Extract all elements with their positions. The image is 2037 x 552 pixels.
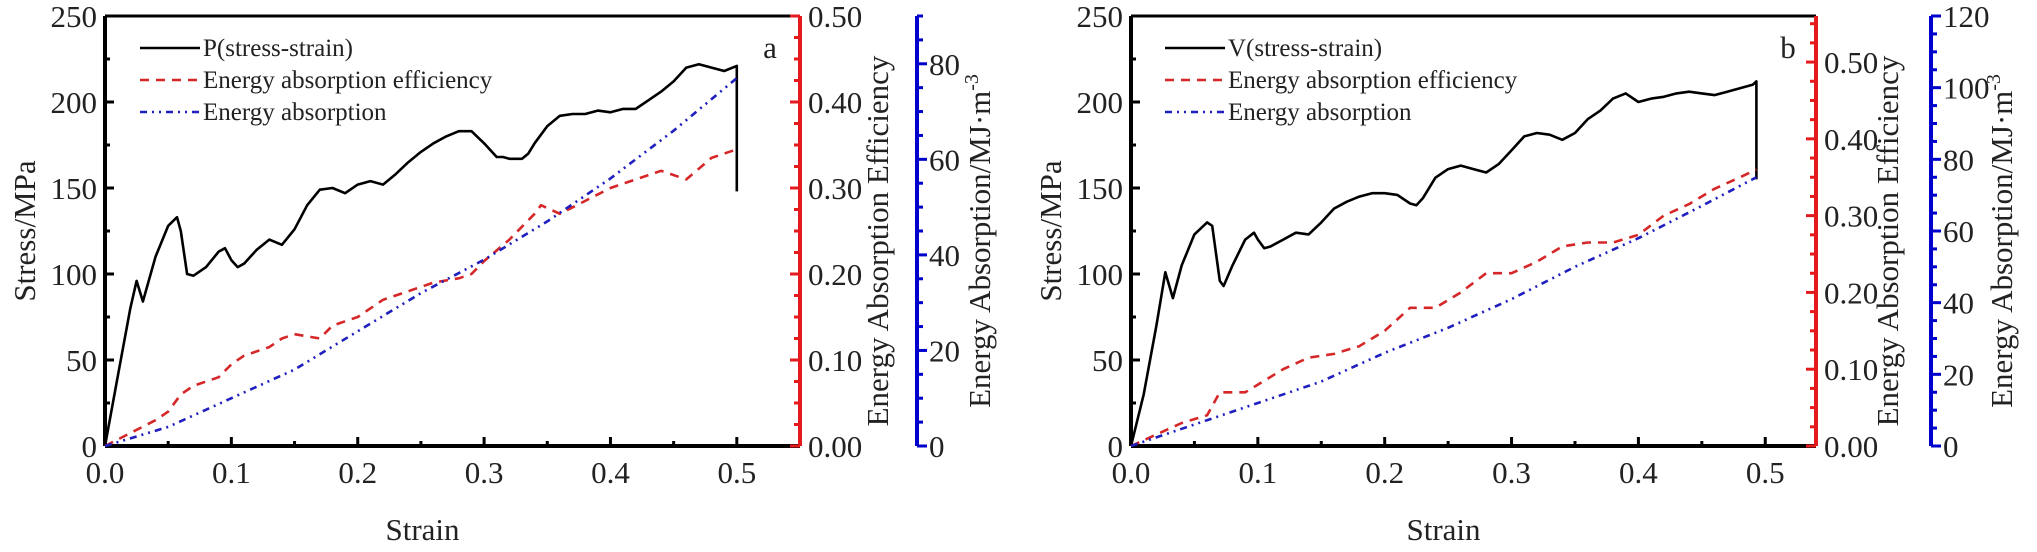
x-axis-title: Strain <box>385 512 460 547</box>
y-tick-label: 200 <box>1077 85 1124 120</box>
y-tick-label: 100 <box>1077 257 1124 292</box>
y-tick-label: 0 <box>1108 429 1124 464</box>
x-tick-label: 0.4 <box>591 455 630 490</box>
y3-axis-title: Energy Absorption/MJ·m-3 <box>961 74 997 408</box>
y3-tick-label: 60 <box>929 142 960 177</box>
y2-axis-title: Energy Absorption Efficiency <box>860 55 895 426</box>
y-tick-label: 250 <box>1077 0 1124 34</box>
y-axis-title: Stress/MPa <box>7 160 42 301</box>
x-tick-label: 0.2 <box>1365 455 1404 490</box>
x-tick-label: 0.3 <box>465 455 504 490</box>
x-tick-label: 0.5 <box>1746 455 1785 490</box>
y-tick-label: 150 <box>51 171 98 206</box>
legend: V(stress-strain) Energy absorption effici… <box>1165 35 1518 126</box>
y3-axis-title-superscript: -3 <box>961 74 983 91</box>
legend-label: Energy absorption <box>203 99 387 126</box>
x-tick-label: 0.1 <box>212 455 251 490</box>
legend: P(stress-strain) Energy absorption effici… <box>140 35 493 126</box>
y2-tick-label: 0.30 <box>1824 199 1878 234</box>
y-tick-label: 50 <box>1092 343 1123 378</box>
panel-label: a <box>763 30 777 65</box>
y2-tick-label: 0.40 <box>808 85 862 120</box>
x-tick-label: 0.3 <box>1492 455 1531 490</box>
y3-tick-label: 0 <box>1943 429 1959 464</box>
x-tick-label: 0.2 <box>338 455 377 490</box>
y2-tick-label: 0.50 <box>808 0 862 34</box>
chart-panel-b: 0.0 0.1 0.2 0.3 0.4 0.50501001502002500.000.1… <box>1033 0 2019 547</box>
y-tick-label: 100 <box>51 257 98 292</box>
x-tick-label: 0.0 <box>1112 455 1151 490</box>
y-tick-label: 50 <box>66 343 97 378</box>
y-axis-title: Stress/MPa <box>1033 160 1068 301</box>
y3-tick-label: 20 <box>1943 357 1974 392</box>
y3-axis-title: Energy Absorption/MJ·m-3 <box>1983 74 2019 408</box>
y3-tick-label: 100 <box>1943 71 1990 106</box>
y3-tick-label: 20 <box>929 333 960 368</box>
y-tick-label: 250 <box>51 0 98 34</box>
y2-tick-label: 0.00 <box>1824 429 1878 464</box>
energy-absorption-line <box>104 77 738 448</box>
y3-tick-label: 60 <box>1943 214 1974 249</box>
legend-label: P(stress-strain) <box>203 35 353 62</box>
x-tick-label: 0.1 <box>1238 455 1277 490</box>
y3-axis-title-superscript: -3 <box>1983 74 2005 91</box>
legend-label: V(stress-strain) <box>1228 35 1382 62</box>
y3-tick-label: 40 <box>929 238 960 273</box>
legend-label: Energy absorption efficiency <box>1228 67 1518 94</box>
y2-tick-label: 0.20 <box>1824 275 1878 310</box>
y2-axis-title: Energy Absorption Efficiency <box>1870 55 1905 426</box>
y2-tick-label: 0.10 <box>1824 352 1878 387</box>
energy-absorption-line <box>1130 176 1758 448</box>
x-tick-label: 0.4 <box>1619 455 1658 490</box>
y-tick-label: 0 <box>82 429 98 464</box>
x-tick-label: 0.5 <box>717 455 756 490</box>
stress-strain-line <box>1129 80 1758 447</box>
y3-tick-label: 0 <box>929 429 945 464</box>
y3-tick-label: 80 <box>1943 142 1974 177</box>
x-tick-label: 0.0 <box>86 455 125 490</box>
y2-tick-label: 0.00 <box>808 429 862 464</box>
legend-label: Energy absorption efficiency <box>203 67 493 94</box>
y2-tick-label: 0.20 <box>808 257 862 292</box>
efficiency-line <box>1130 168 1757 448</box>
panel-label: b <box>1780 30 1796 65</box>
legend-label: Energy absorption <box>1228 99 1412 126</box>
y2-tick-label: 0.40 <box>1824 122 1878 157</box>
chart-panel-a: 0.0 0.1 0.2 0.3 0.4 0.50501001502002500.000.1… <box>7 0 997 547</box>
y2-tick-label: 0.50 <box>1824 45 1878 80</box>
y3-tick-label: 80 <box>929 47 960 82</box>
y3-tick-label: 40 <box>1943 286 1974 321</box>
y-tick-label: 150 <box>1077 171 1124 206</box>
y3-tick-label: 120 <box>1943 0 1990 34</box>
y2-tick-label: 0.30 <box>808 171 862 206</box>
y-tick-label: 200 <box>51 85 98 120</box>
x-axis-title: Strain <box>1406 512 1481 547</box>
y2-tick-label: 0.10 <box>808 343 862 378</box>
efficiency-line <box>104 148 738 448</box>
stress-strain-line <box>103 62 739 447</box>
